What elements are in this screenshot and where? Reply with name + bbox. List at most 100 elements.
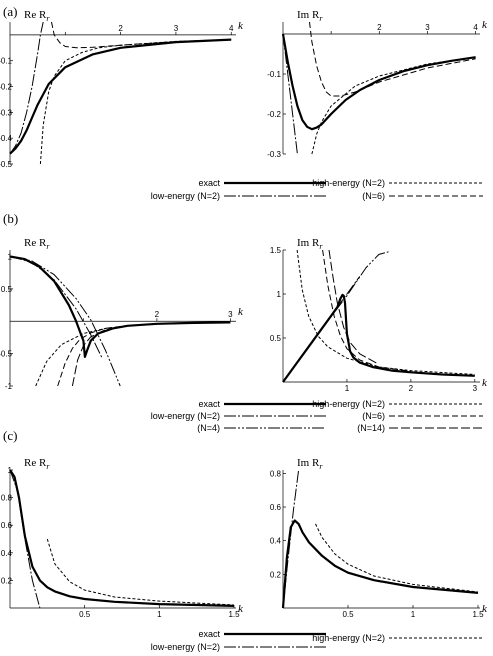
series-he14 xyxy=(328,249,380,365)
y-tick-label: 0.2 xyxy=(1,576,13,585)
series-he6 xyxy=(322,249,411,372)
series-le4 xyxy=(282,251,389,383)
chart-5: 0.5 1 1.510.80.60.40.2Re Rrk xyxy=(1,457,244,619)
x-tick-label: 1 xyxy=(345,384,350,393)
legend-b-label-he6: (N=6) xyxy=(362,411,385,421)
x-tick-label: 1 xyxy=(157,610,162,619)
legend-c-label-le: low-energy (N=2) xyxy=(151,642,220,652)
x-tick-label: 0.5 xyxy=(79,610,91,619)
x-tick-label: 1.5 xyxy=(472,610,484,619)
y-tick-label: -0.3 xyxy=(0,108,13,117)
y-tick-label: -0.3 xyxy=(267,150,281,159)
y-tick-label: 0.6 xyxy=(1,521,13,530)
panel-label-c: (c) xyxy=(3,428,17,443)
y-tick-label: 0.4 xyxy=(1,549,13,558)
y-axis-label: Im Rr xyxy=(297,457,323,471)
series-le xyxy=(9,256,103,358)
legend-b-label-exact: exact xyxy=(198,399,220,409)
x-tick-label: 0.5 xyxy=(342,610,354,619)
x-axis-label: k xyxy=(482,19,488,31)
series-he xyxy=(39,39,232,165)
chart-2: 2 3 4 -0.1 -0.2 -0.3 Im Rr k xyxy=(267,9,488,159)
y-tick-label: 0.5 xyxy=(270,334,282,343)
x-tick-label: 2 xyxy=(377,23,382,32)
series-he6 xyxy=(51,21,232,49)
x-axis-label: k xyxy=(482,377,488,389)
legend-c-label-exact: exact xyxy=(198,629,220,639)
legend-b-label-he: high-energy (N=2) xyxy=(312,399,385,409)
x-tick-label: 2 xyxy=(409,384,414,393)
series-le xyxy=(282,33,298,155)
y-tick-label: -0.5 xyxy=(0,160,13,169)
series-exact xyxy=(9,469,235,607)
x-tick-label: 4 xyxy=(229,24,234,33)
legend-b-label-he14: (N=14) xyxy=(357,423,385,433)
y-tick-label: -0.2 xyxy=(0,83,13,92)
x-tick-label: 2 xyxy=(155,310,160,319)
y-tick-label: -0.1 xyxy=(267,70,281,79)
series-he14 xyxy=(71,321,231,387)
x-tick-label: 3 xyxy=(425,23,430,32)
x-tick-label: 3 xyxy=(174,24,179,33)
legend-c-label-he: high-energy (N=2) xyxy=(312,633,385,643)
series-he6 xyxy=(309,21,476,97)
y-tick-label: 1.5 xyxy=(270,246,282,255)
series-he xyxy=(315,523,479,593)
y-tick-label: 0.4 xyxy=(270,537,282,546)
x-axis-label: k xyxy=(238,603,244,615)
y-axis-label: Re Rr xyxy=(24,237,50,251)
x-axis-label: k xyxy=(238,20,244,32)
series-le xyxy=(282,469,300,609)
plots: 2 3 4 -0.1 -0.2 -0.3 -0.4 -0.5 Re Rr k 2 3 4 -0.1 -0.2… xyxy=(0,9,488,619)
y-axis-label: Im Rr xyxy=(297,9,323,23)
series-exact xyxy=(281,519,479,609)
series-le xyxy=(9,21,44,154)
chart-1: 2 3 4 -0.1 -0.2 -0.3 -0.4 -0.5 Re Rr k xyxy=(0,9,244,169)
chart-4: 1 2 3 1.5 1 0.5 Im Rr k xyxy=(270,237,488,393)
y-axis-label: Im Rr xyxy=(297,237,323,251)
x-tick-label: 4 xyxy=(473,23,478,32)
series-exact xyxy=(9,38,232,155)
legend-b-label-le: low-energy (N=2) xyxy=(151,411,220,421)
series-le xyxy=(9,469,41,609)
series-he xyxy=(46,538,235,606)
y-tick-label: -1 xyxy=(5,382,13,391)
y-tick-label: 0.8 xyxy=(270,469,282,478)
legend-a: exact high-energy (N=2) low-energy (N=2)… xyxy=(151,178,483,201)
series-he xyxy=(311,56,476,155)
y-tick-label: 0.5 xyxy=(1,285,13,294)
y-tick-label: -0.1 xyxy=(0,57,13,66)
series-exact xyxy=(281,33,476,131)
x-tick-label: 3 xyxy=(228,310,233,319)
y-tick-label: -0.4 xyxy=(0,134,13,143)
y-tick-label: 1 xyxy=(277,290,282,299)
y-tick-label: 0.2 xyxy=(270,570,282,579)
x-tick-label: 1.5 xyxy=(228,610,240,619)
y-tick-label: -0.2 xyxy=(267,110,281,119)
legend-c: exact high-energy (N=2) low-energy (N=2) xyxy=(151,629,483,652)
x-tick-label: 3 xyxy=(473,384,478,393)
legend-a-label-he6: (N=6) xyxy=(362,191,385,201)
legend-b: exact high-energy (N=2) low-energy (N=2)… xyxy=(151,399,483,433)
x-tick-label: 1 xyxy=(411,610,416,619)
x-tick-label: 2 xyxy=(118,24,123,33)
y-tick-label: 0.6 xyxy=(270,503,282,512)
series-le4 xyxy=(9,256,121,387)
legend-a-label-le: low-energy (N=2) xyxy=(151,191,220,201)
y-axis-label: Re Rr xyxy=(24,9,50,23)
series-he xyxy=(35,322,231,387)
legend-a-label-exact: exact xyxy=(198,178,220,188)
series-he xyxy=(296,249,475,375)
panel-label-b: (b) xyxy=(3,211,18,226)
series-exact xyxy=(282,293,475,383)
chart-6: 0.5 1 1.5 0.8 0.6 0.4 0.2 Im Rr k xyxy=(270,457,488,619)
x-axis-label: k xyxy=(482,603,488,615)
y-tick-label: 0.8 xyxy=(1,494,13,503)
x-axis-label: k xyxy=(238,306,244,318)
y-tick-label: -0.5 xyxy=(0,350,13,359)
panel-label-a: (a) xyxy=(3,4,17,19)
legend-b-label-le4: (N=4) xyxy=(197,423,220,433)
y-axis-label: Re Rr xyxy=(24,457,50,471)
